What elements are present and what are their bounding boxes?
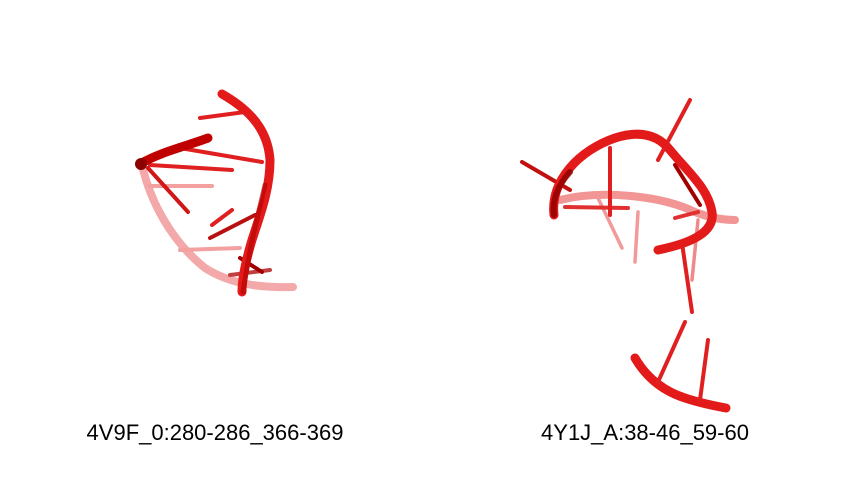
backbone-strand-back <box>138 161 297 292</box>
base-stick <box>228 268 272 277</box>
backbone-strand-front-shade <box>550 169 573 218</box>
structure-label-left: 4V9F_0:280-286_366-369 <box>86 420 344 445</box>
structure-label-right: 4Y1J_A:38-46_59-60 <box>541 420 749 445</box>
base-stick <box>673 163 702 207</box>
structure-panel-left: 4V9F_0:280-286_366-369 <box>86 89 344 445</box>
backbone-strand-lower <box>630 353 731 413</box>
base-stick <box>690 218 700 282</box>
base-stick <box>633 210 640 264</box>
base-stick <box>210 208 234 227</box>
base-stick <box>673 210 700 220</box>
backbone-strand-front <box>549 129 717 255</box>
base-stick <box>208 213 257 240</box>
rna-structure-4y1j <box>520 98 739 413</box>
base-stick <box>146 166 190 214</box>
base-stick <box>148 163 234 172</box>
backbone-strand-front-shade <box>240 182 268 295</box>
structure-panel-right: 4Y1J_A:38-46_59-60 <box>430 0 860 480</box>
rna-structure-4v9f <box>135 89 297 297</box>
base-stick <box>198 110 247 120</box>
base-stick <box>563 205 630 210</box>
base-stick <box>656 320 687 384</box>
base-stick <box>178 146 264 164</box>
base-stick <box>178 246 242 252</box>
backbone-strand-back <box>556 190 739 224</box>
base-stick <box>680 241 694 314</box>
strand-terminus <box>135 158 147 170</box>
base-stick <box>698 338 710 402</box>
base-stick <box>656 98 692 162</box>
